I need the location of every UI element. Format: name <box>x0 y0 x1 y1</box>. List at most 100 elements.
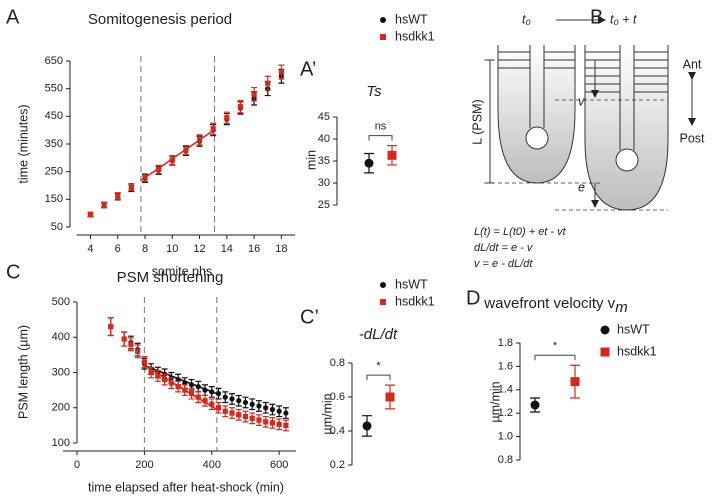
marker <box>283 422 289 428</box>
length-label: L (PSM) <box>470 99 484 144</box>
marker <box>364 158 374 168</box>
equation: v = e - dL/dt <box>474 258 533 270</box>
legend-label: hsdkk1 <box>395 29 435 43</box>
marker <box>276 408 282 414</box>
marker <box>128 341 134 347</box>
marker <box>278 69 284 75</box>
y-axis-label: min <box>304 150 318 170</box>
marker <box>168 380 174 386</box>
marker <box>128 184 134 190</box>
y-tick-label: 0.8 <box>498 454 513 466</box>
marker <box>237 104 244 110</box>
y-tick-label: 0.4 <box>330 425 345 437</box>
y-tick-label: 1.0 <box>498 431 513 443</box>
title-subscript: m <box>615 299 628 316</box>
marker <box>263 405 269 411</box>
marker <box>148 369 154 376</box>
marker <box>202 398 208 404</box>
marker <box>600 325 610 335</box>
y-tick-label: 35 <box>318 155 330 167</box>
y-tick-label: 1.6 <box>498 360 513 372</box>
y-axis-label: time (minutes) <box>16 104 30 183</box>
equation: L(t) = L(t0) + et - vt <box>474 226 567 238</box>
marker <box>362 421 372 431</box>
x-tick-label: 4 <box>87 243 93 255</box>
marker <box>387 150 397 160</box>
marker <box>115 193 121 199</box>
x-axis-label: somite phs <box>152 264 212 278</box>
marker <box>215 405 222 411</box>
ant-label: Ant <box>683 57 702 71</box>
marker <box>380 299 386 305</box>
y-tick-label: 250 <box>45 166 63 178</box>
marker <box>265 80 271 86</box>
marker <box>108 324 114 330</box>
legend-label: hsWT <box>395 12 428 26</box>
time-end: t₀ + t <box>610 12 637 26</box>
chart-title: Somitogenesis period <box>88 11 232 28</box>
marker <box>169 157 175 163</box>
marker <box>175 384 181 390</box>
y-tick-label: 450 <box>45 110 63 122</box>
y-tick-label: 350 <box>45 138 63 150</box>
y-tick-label: 300 <box>52 366 70 378</box>
marker <box>202 387 208 393</box>
marker <box>242 413 249 420</box>
y-tick-label: 1.4 <box>498 384 513 396</box>
marker <box>229 396 235 402</box>
marker <box>155 373 161 379</box>
post-label: Post <box>679 131 705 145</box>
marker <box>229 410 235 416</box>
significance-label: ns <box>375 121 387 133</box>
marker <box>530 400 540 410</box>
x-tick-label: 18 <box>275 243 287 255</box>
x-tick-label: 12 <box>193 243 205 255</box>
marker <box>269 420 276 426</box>
x-tick-label: 200 <box>135 459 153 471</box>
panel-label: D <box>466 287 480 309</box>
equation: dL/dt = e - v <box>474 242 534 254</box>
marker <box>283 410 289 416</box>
panel-label: A’ <box>300 58 316 80</box>
marker <box>236 398 242 404</box>
marker <box>256 403 262 409</box>
marker <box>236 412 242 418</box>
y-axis-label: µm/min <box>488 381 502 422</box>
marker <box>135 348 141 354</box>
marker <box>101 202 107 208</box>
v-label: v <box>578 94 585 108</box>
marker <box>195 384 201 390</box>
x-tick-label: 0 <box>74 459 80 471</box>
chart-title: PSM shortening <box>117 269 224 286</box>
significance-bracket <box>534 354 576 361</box>
panel-label: C’ <box>300 306 319 328</box>
marker <box>222 394 228 400</box>
marker <box>188 382 195 388</box>
x-tick-label: 14 <box>221 243 233 255</box>
y-tick-label: 45 <box>318 111 330 123</box>
marker <box>276 421 282 427</box>
marker <box>251 91 257 97</box>
marker <box>156 166 162 173</box>
y-tick-label: 150 <box>45 193 63 205</box>
marker <box>256 417 262 423</box>
marker <box>600 347 610 357</box>
fit-line <box>140 128 216 182</box>
y-tick-label: 200 <box>52 402 70 414</box>
significance-label: * <box>376 360 381 372</box>
x-tick-label: 16 <box>248 243 260 255</box>
chart-title: -dL/dt <box>359 326 398 343</box>
y-tick-label: 50 <box>51 221 63 233</box>
marker <box>380 34 386 40</box>
significance-bracket <box>368 135 393 141</box>
y-axis-label: µm/min <box>320 393 334 434</box>
y-tick-label: 550 <box>45 83 63 95</box>
legend-label: hsWT <box>395 277 428 291</box>
chart-title: Ts <box>366 83 382 100</box>
x-tick-label: 8 <box>142 243 148 255</box>
marker <box>263 419 269 425</box>
marker <box>380 282 386 288</box>
marker <box>209 389 215 395</box>
y-tick-label: 100 <box>52 437 70 449</box>
marker <box>224 115 230 121</box>
